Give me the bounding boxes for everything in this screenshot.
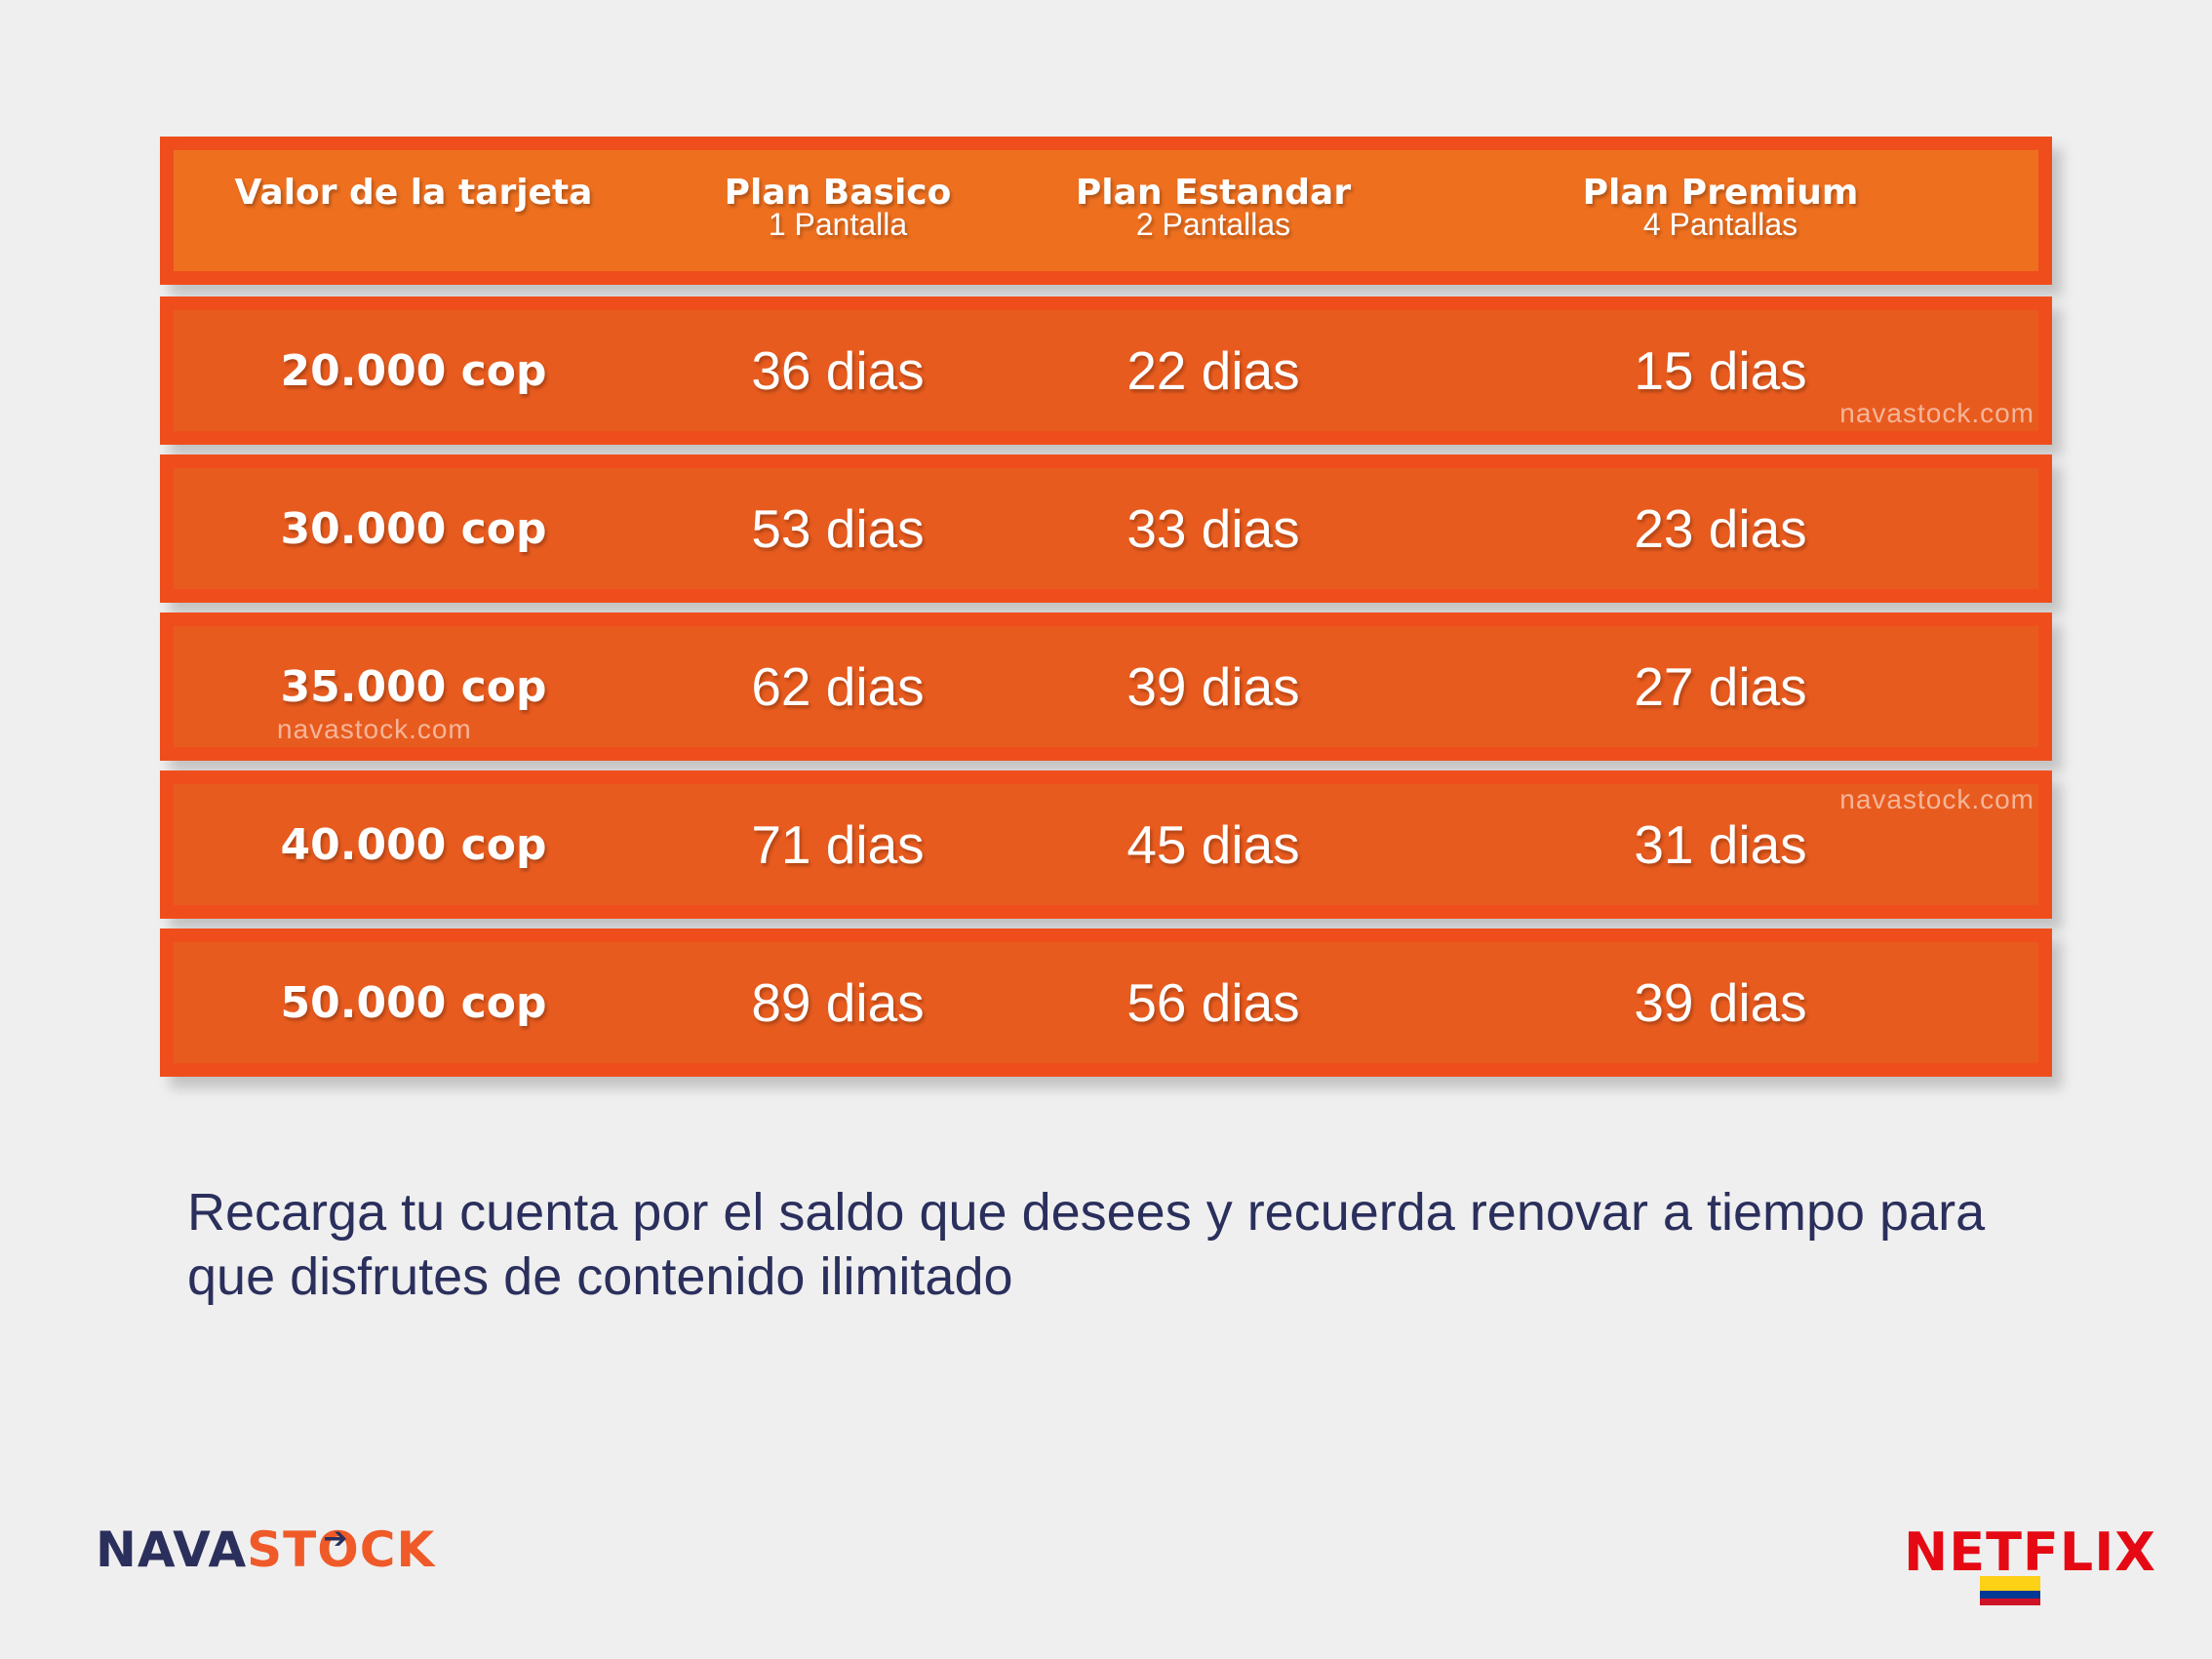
row-background — [174, 784, 2038, 905]
days-estandar: 39 dias — [1126, 656, 1300, 717]
table-row: 35.000 cop 62 dias 39 dias 27 dias navas… — [160, 612, 2052, 761]
days-estandar: 45 dias — [1126, 814, 1300, 875]
days-premium: 39 dias — [1634, 972, 1807, 1033]
days-premium: 31 dias — [1634, 814, 1807, 875]
recharge-message: Recarga tu cuenta por el saldo que desee… — [187, 1183, 1986, 1306]
table-row: 30.000 cop 53 dias 33 dias 23 dias — [160, 454, 2052, 603]
days-basico: 71 dias — [751, 814, 925, 875]
header-plan-premium: Plan Premium 4 Pantallas — [1418, 137, 2023, 285]
card-value: 30.000 cop — [280, 503, 547, 554]
navastock-logo: NAVASTO ➔ CK — [96, 1521, 435, 1578]
days-basico: 89 dias — [751, 972, 925, 1033]
row-background — [174, 942, 2038, 1063]
days-estandar: 22 dias — [1126, 340, 1300, 401]
netflix-logo: NETFLIX — [1904, 1521, 2156, 1583]
table-row: 40.000 cop 71 dias 45 dias 31 dias navas… — [160, 770, 2052, 919]
header-subtitle: 2 Pantallas — [1135, 207, 1291, 242]
card-value: 20.000 cop — [280, 345, 547, 396]
header-plan-basico: Plan Basico 1 Pantalla — [667, 137, 1008, 285]
watermark: navastock.com — [277, 714, 472, 744]
header-background — [174, 150, 2038, 271]
logo-text-ck: CK — [359, 1521, 436, 1578]
days-basico: 62 dias — [751, 656, 925, 717]
logo-text-st: ST — [247, 1521, 318, 1578]
row-background — [174, 310, 2038, 431]
days-premium: 23 dias — [1634, 498, 1807, 559]
days-estandar: 33 dias — [1126, 498, 1300, 559]
days-premium: 15 dias — [1634, 340, 1807, 401]
header-title: Plan Basico — [724, 173, 952, 213]
watermark: navastock.com — [1839, 398, 2034, 428]
card-value: 50.000 cop — [280, 977, 547, 1028]
header-title: Plan Estandar — [1075, 173, 1352, 213]
header-plan-estandar: Plan Estandar 2 Pantallas — [1008, 137, 1418, 285]
card-value: 35.000 cop — [280, 661, 547, 712]
table-header-row: Valor de la tarjeta Plan Basico 1 Pantal… — [160, 137, 2052, 285]
logo-text-nava: NAVA — [96, 1521, 248, 1578]
header-title: Valor de la tarjeta — [234, 173, 593, 213]
header-subtitle: 4 Pantallas — [1642, 207, 1798, 242]
arrow-o-icon: O ➔ — [317, 1521, 360, 1578]
row-background — [174, 626, 2038, 747]
colombia-flag-icon — [1980, 1576, 2040, 1605]
days-premium: 27 dias — [1634, 656, 1807, 717]
days-estandar: 56 dias — [1126, 972, 1300, 1033]
watermark: navastock.com — [1839, 784, 2034, 814]
table-row: 20.000 cop 36 dias 22 dias 15 dias navas… — [160, 296, 2052, 445]
header-subtitle: 1 Pantalla — [768, 207, 908, 242]
days-basico: 36 dias — [751, 340, 925, 401]
table-row: 50.000 cop 89 dias 56 dias 39 dias — [160, 928, 2052, 1077]
header-title: Plan Premium — [1582, 173, 1859, 213]
card-value: 40.000 cop — [280, 819, 547, 870]
days-basico: 53 dias — [751, 498, 925, 559]
row-background — [174, 468, 2038, 589]
header-value-column: Valor de la tarjeta — [160, 137, 667, 285]
